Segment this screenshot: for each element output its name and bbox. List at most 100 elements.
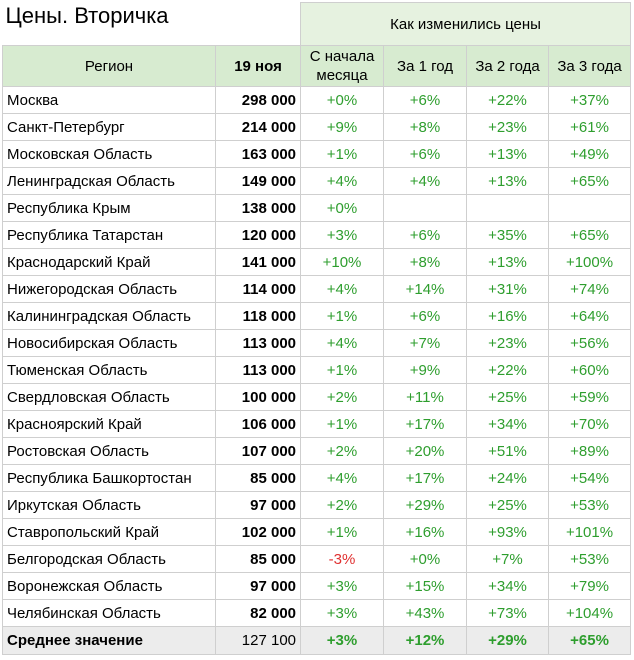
cell-year3: +65% — [548, 626, 632, 655]
table-row: Красноярский Край 106 000 +1% +17% +34% +70% — [2, 410, 632, 438]
cell-year1: +12% — [383, 626, 468, 655]
cell-month: +1% — [300, 410, 385, 438]
cell-year2: +22% — [466, 356, 550, 384]
cell-region: Челябинская Область — [2, 599, 216, 627]
table-row: Иркутская Область 97 000 +2% +29% +25% +53% — [2, 491, 632, 519]
cell-year1 — [383, 194, 468, 222]
cell-price: 298 000 — [214, 86, 302, 114]
cell-month: +2% — [300, 383, 385, 411]
cell-year1: +14% — [383, 275, 468, 303]
cell-price: 114 000 — [214, 275, 302, 303]
cell-region: Красноярский Край — [2, 410, 216, 438]
column-header-region[interactable]: Регион — [2, 45, 216, 87]
cell-region: Республика Башкортостан — [2, 464, 216, 492]
cell-year1: +17% — [383, 410, 468, 438]
cell-year1: +9% — [383, 356, 468, 384]
cell-price: 149 000 — [214, 167, 302, 195]
cell-year2: +24% — [466, 464, 550, 492]
cell-region: Белгородская Область — [2, 545, 216, 573]
cell-year2: +23% — [466, 113, 550, 141]
title-row: Цены. Вторичка Как изменились цены — [3, 2, 632, 46]
cell-month: +10% — [300, 248, 385, 276]
cell-year3: +53% — [548, 545, 632, 573]
cell-year2 — [466, 194, 550, 222]
cell-year3: +100% — [548, 248, 632, 276]
cell-price: 138 000 — [214, 194, 302, 222]
table-row: Ростовская Область 107 000 +2% +20% +51% +89% — [2, 437, 632, 465]
column-header-year3[interactable]: За 3 года — [548, 45, 632, 87]
cell-price: 107 000 — [214, 437, 302, 465]
column-header-year2[interactable]: За 2 года — [466, 45, 550, 87]
table-row: Калининградская Область 118 000 +1% +6% +16%… — [2, 302, 632, 330]
cell-year3: +70% — [548, 410, 632, 438]
cell-year3: +89% — [548, 437, 632, 465]
table-row: Нижегородская Область 114 000 +4% +14% +31% +… — [2, 275, 632, 303]
column-header-date[interactable]: 19 ноя — [214, 45, 302, 87]
table-row: Республика Крым 138 000 +0% — [2, 194, 632, 222]
cell-region: Калининградская Область — [2, 302, 216, 330]
cell-year3: +64% — [548, 302, 632, 330]
cell-year2: +13% — [466, 140, 550, 168]
cell-region: Тюменская Область — [2, 356, 216, 384]
table-row: Москва 298 000 +0% +6% +22% +37% — [2, 86, 632, 114]
cell-month: +0% — [300, 86, 385, 114]
cell-price: 97 000 — [214, 572, 302, 600]
table-row: Республика Башкортостан 85 000 +4% +17% +24%… — [2, 464, 632, 492]
cell-region: Новосибирская Область — [2, 329, 216, 357]
cell-region: Ставропольский Край — [2, 518, 216, 546]
cell-year3: +49% — [548, 140, 632, 168]
cell-price: 113 000 — [214, 356, 302, 384]
cell-year3: +56% — [548, 329, 632, 357]
cell-month: +1% — [300, 356, 385, 384]
cell-year2: +51% — [466, 437, 550, 465]
cell-year1: +17% — [383, 464, 468, 492]
cell-month: -3% — [300, 545, 385, 573]
cell-year2: +31% — [466, 275, 550, 303]
cell-year2: +29% — [466, 626, 550, 655]
cell-region: Среднее значение — [2, 626, 216, 655]
table-row: Краснодарский Край 141 000 +10% +8% +13% +100… — [2, 248, 632, 276]
cell-region: Санкт-Петербург — [2, 113, 216, 141]
column-header-month-label: С начала месяца — [309, 48, 375, 84]
table-row: Ленинградская Область 149 000 +4% +4% +13% +6… — [2, 167, 632, 195]
cell-year3: +79% — [548, 572, 632, 600]
average-row: Среднее значение 127 100 +3% +12% +29% +65% — [2, 626, 632, 655]
cell-year3: +61% — [548, 113, 632, 141]
cell-year3: +54% — [548, 464, 632, 492]
cell-year2: +16% — [466, 302, 550, 330]
cell-year2: +34% — [466, 410, 550, 438]
cell-price: 102 000 — [214, 518, 302, 546]
table-row: Челябинская Область 82 000 +3% +43% +73% +104… — [2, 599, 632, 627]
cell-region: Москва — [2, 86, 216, 114]
table-row: Тюменская Область 113 000 +1% +9% +22% +60% — [2, 356, 632, 384]
cell-year3: +74% — [548, 275, 632, 303]
cell-year2: +22% — [466, 86, 550, 114]
cell-month: +2% — [300, 437, 385, 465]
cell-month: +1% — [300, 140, 385, 168]
cell-year1: +43% — [383, 599, 468, 627]
cell-price: 118 000 — [214, 302, 302, 330]
column-header-month[interactable]: С начала месяца — [300, 45, 385, 87]
cell-year1: +29% — [383, 491, 468, 519]
cell-month: +3% — [300, 599, 385, 627]
cell-year1: +8% — [383, 113, 468, 141]
cell-region: Нижегородская Область — [2, 275, 216, 303]
cell-year2: +35% — [466, 221, 550, 249]
cell-price: 127 100 — [214, 626, 302, 655]
table-row: Московская Область 163 000 +1% +6% +13% +49% — [2, 140, 632, 168]
table-row: Ставропольский Край 102 000 +1% +16% +93% +10… — [2, 518, 632, 546]
cell-region: Республика Татарстан — [2, 221, 216, 249]
cell-year2: +23% — [466, 329, 550, 357]
table-row: Воронежская Область 97 000 +3% +15% +34% +79% — [2, 572, 632, 600]
cell-year3: +104% — [548, 599, 632, 627]
cell-year3 — [548, 194, 632, 222]
cell-month: +9% — [300, 113, 385, 141]
cell-month: +4% — [300, 329, 385, 357]
table-row: Санкт-Петербург 214 000 +9% +8% +23% +61% — [2, 113, 632, 141]
cell-year1: +6% — [383, 86, 468, 114]
cell-price: 82 000 — [214, 599, 302, 627]
cell-year3: +60% — [548, 356, 632, 384]
cell-price: 141 000 — [214, 248, 302, 276]
column-header-year1[interactable]: За 1 год — [383, 45, 468, 87]
cell-region: Свердловская Область — [2, 383, 216, 411]
